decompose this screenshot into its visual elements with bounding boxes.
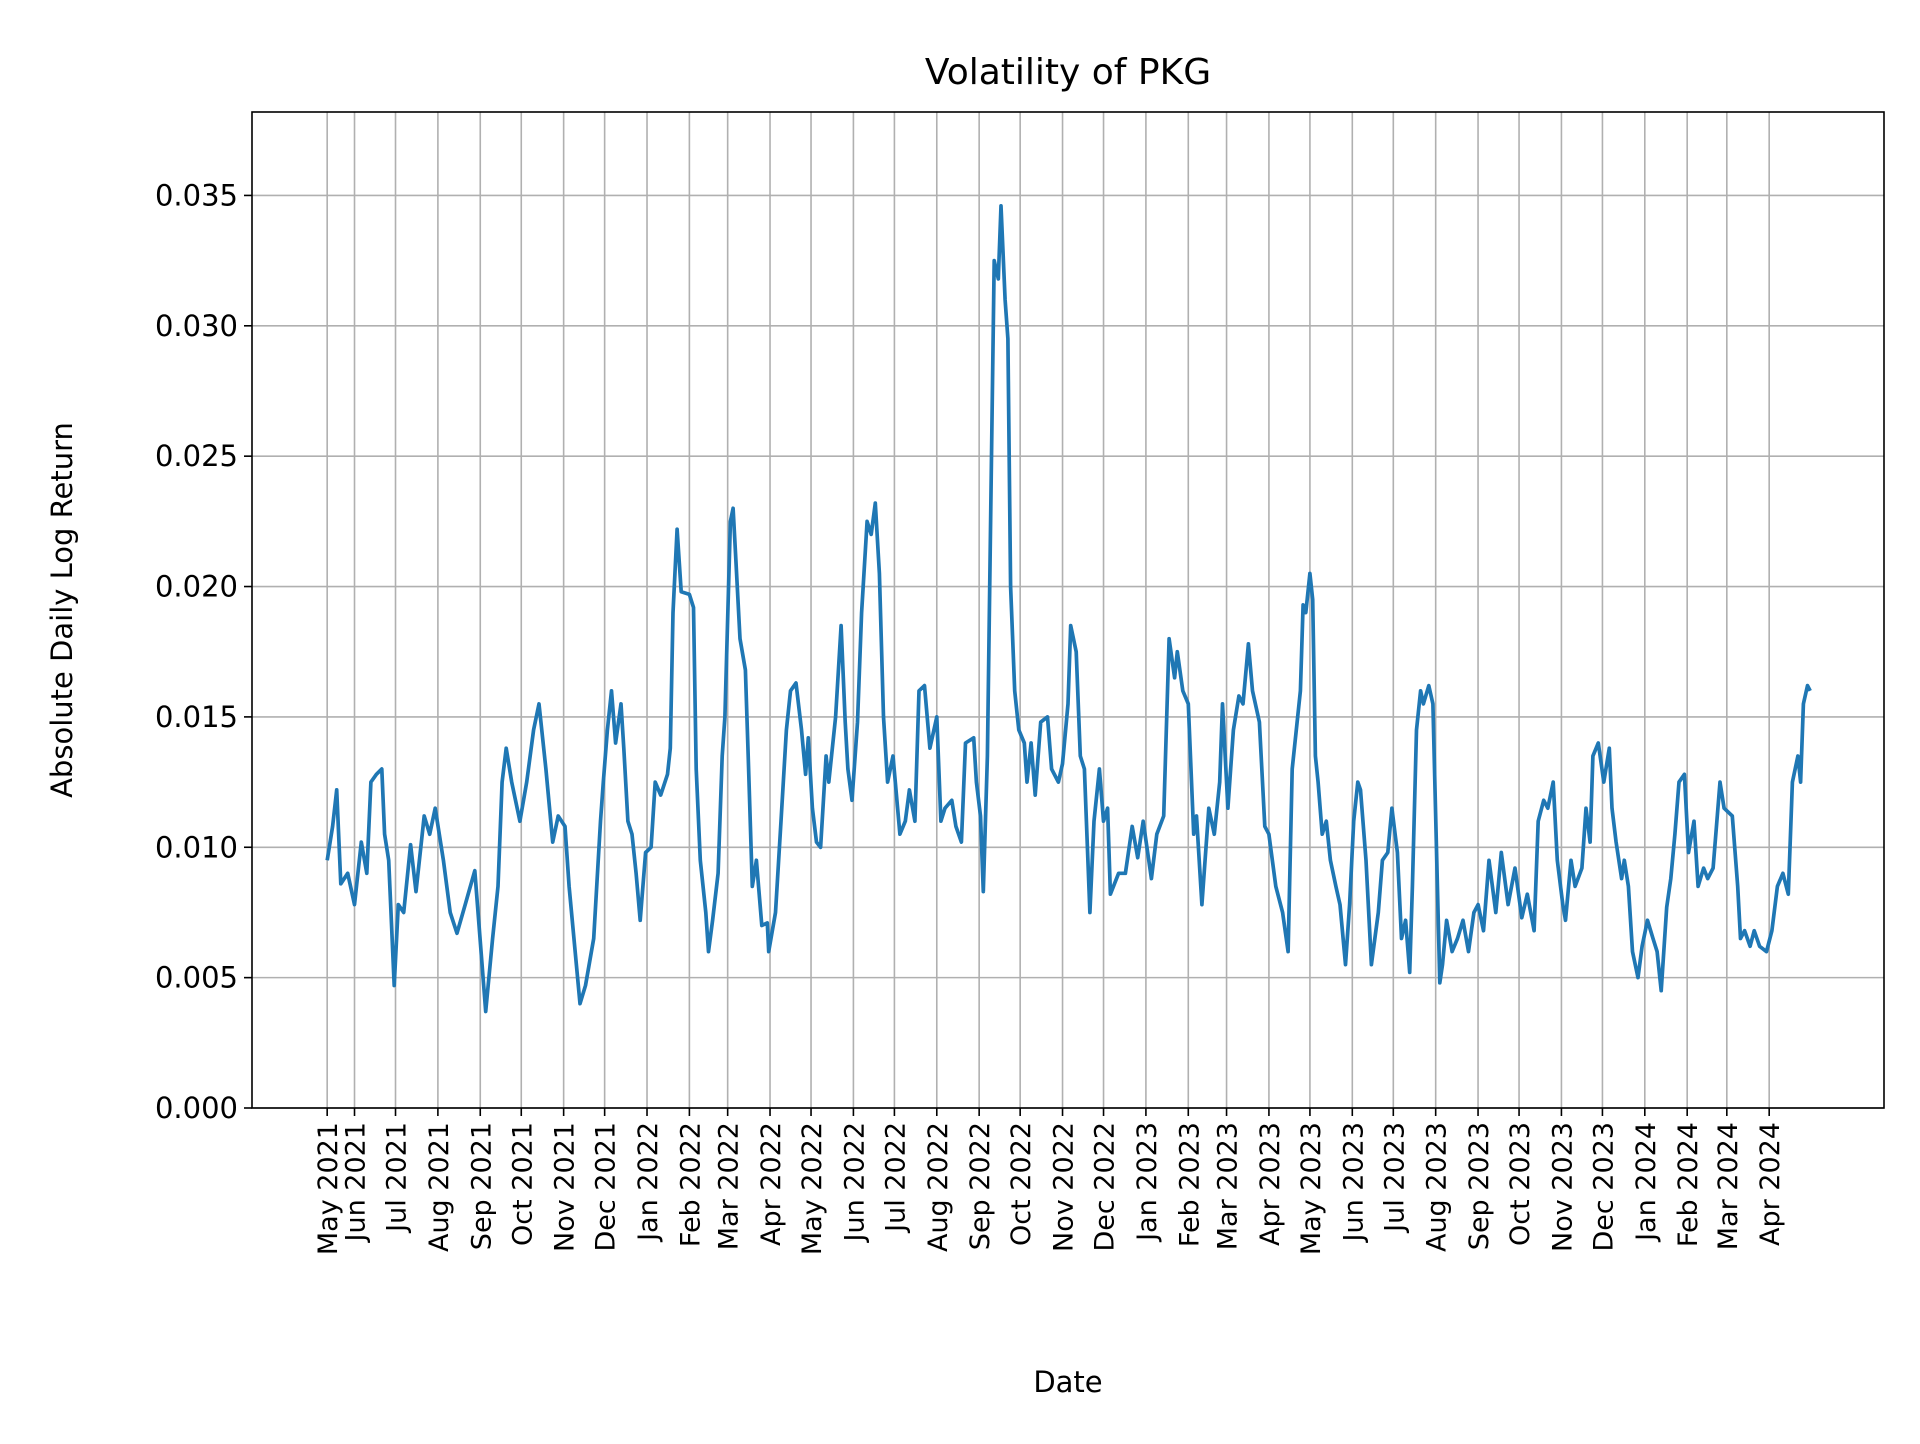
x-tick-label: Feb 2024 <box>1673 1122 1704 1247</box>
y-tick-label: 0.015 <box>155 700 238 734</box>
y-tick-label: 0.035 <box>155 178 238 212</box>
x-tick-label: Oct 2022 <box>1006 1122 1037 1246</box>
x-tick-label: Dec 2023 <box>1588 1122 1619 1252</box>
x-tick-label: Jun 2021 <box>341 1122 372 1243</box>
x-tick-label: Nov 2022 <box>1049 1122 1080 1252</box>
x-tick-label: Aug 2022 <box>923 1122 954 1252</box>
y-tick-label: 0.030 <box>155 309 238 343</box>
x-tick-label: Oct 2021 <box>507 1122 538 1246</box>
x-tick-label: Apr 2024 <box>1755 1122 1786 1246</box>
x-tick-label: Nov 2021 <box>550 1122 581 1252</box>
axes-frame <box>251 111 1885 1109</box>
y-tick-label: 0.000 <box>155 1091 238 1125</box>
x-tick-label: Oct 2023 <box>1505 1122 1536 1246</box>
x-tick-label: Mar 2024 <box>1713 1122 1744 1250</box>
x-tick-label: Jul 2022 <box>880 1122 911 1234</box>
x-tick-label: Feb 2022 <box>675 1122 706 1247</box>
x-tick-label: Jan 2023 <box>1132 1122 1163 1243</box>
x-tick-label: Aug 2023 <box>1422 1122 1453 1252</box>
x-tick-label: May 2022 <box>797 1122 828 1255</box>
x-tick-label: Sep 2022 <box>965 1122 996 1250</box>
x-axis-label: Date <box>1033 1365 1102 1399</box>
x-tick-label: Jun 2022 <box>839 1122 870 1243</box>
volatility-series-line <box>325 204 1812 1014</box>
y-tick-label: 0.020 <box>155 570 238 604</box>
y-tick-label: 0.025 <box>155 439 238 473</box>
x-tick-label: Nov 2023 <box>1547 1122 1578 1252</box>
y-tick-label: 0.005 <box>155 961 238 995</box>
x-tick-label: Jan 2022 <box>633 1122 664 1243</box>
x-tick-label: Feb 2023 <box>1174 1122 1205 1247</box>
x-tick-label: Jul 2023 <box>1379 1122 1410 1234</box>
series-layer <box>325 204 1812 1014</box>
x-tick-label: Apr 2023 <box>1255 1122 1286 1246</box>
x-tick-label: Sep 2021 <box>466 1122 497 1250</box>
axis-ticks: 0.000 0.005 0.010 0.015 0.020 0.025 0.030 0.035… <box>155 178 1786 1255</box>
x-tick-label: Dec 2021 <box>591 1122 622 1252</box>
x-tick-label: Mar 2023 <box>1213 1122 1244 1250</box>
y-tick-label: 0.010 <box>155 830 238 864</box>
x-tick-label: May 2023 <box>1296 1122 1327 1255</box>
x-tick-label: Apr 2022 <box>756 1122 787 1246</box>
chart-title: Volatility of PKG <box>925 52 1211 93</box>
x-tick-label: Jul 2021 <box>382 1122 413 1234</box>
x-tick-label: Aug 2021 <box>424 1122 455 1252</box>
y-axis-label: Absolute Daily Log Return <box>45 422 79 798</box>
x-tick-label: Jun 2023 <box>1338 1122 1369 1243</box>
x-tick-label: Jan 2024 <box>1631 1122 1662 1243</box>
x-tick-label: Dec 2022 <box>1090 1122 1121 1252</box>
x-tick-label: Sep 2023 <box>1464 1122 1495 1250</box>
x-tick-label: Mar 2022 <box>714 1122 745 1250</box>
x-tick-label: May 2021 <box>313 1122 344 1255</box>
